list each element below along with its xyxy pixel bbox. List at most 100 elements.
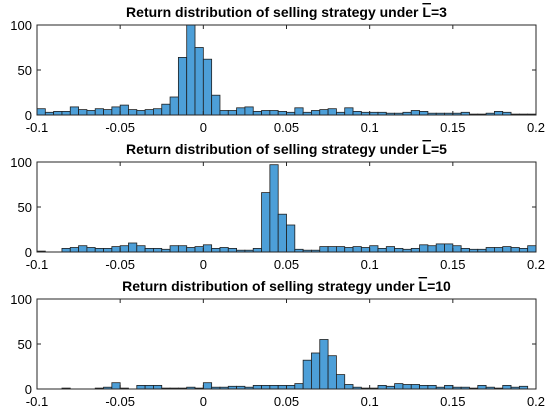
chart-title-text: Return distribution of selling strategy … xyxy=(122,278,418,294)
histogram-bar xyxy=(410,247,420,253)
x-tick-label: 0.2 xyxy=(527,257,545,272)
histogram-bar xyxy=(261,110,271,116)
chart-title-l-bar: L xyxy=(422,4,431,20)
histogram-panel-3: Return distribution of selling strategy … xyxy=(10,278,545,409)
chart-title-suffix: =3 xyxy=(431,4,447,20)
histogram-bar xyxy=(410,384,420,390)
histogram-bar xyxy=(394,383,404,390)
histogram-bar xyxy=(269,110,279,116)
histogram-bar xyxy=(219,110,229,116)
chart-title: Return distribution of selling strategy … xyxy=(122,278,451,294)
histogram-bar xyxy=(502,384,512,390)
x-tick-label: 0.1 xyxy=(361,394,379,409)
y-tick-label: 0 xyxy=(25,382,32,397)
histogram-bar xyxy=(344,247,354,253)
histogram-bar xyxy=(153,247,163,253)
histogram-bar xyxy=(319,246,329,253)
histogram-bar xyxy=(161,103,171,116)
histogram-bar xyxy=(435,243,445,253)
histogram-bar xyxy=(419,384,429,390)
histogram-bar xyxy=(286,384,296,390)
histogram-bar xyxy=(186,24,196,116)
chart-title: Return distribution of selling strategy … xyxy=(126,141,447,157)
histogram-bar xyxy=(194,47,204,116)
histogram-bar xyxy=(194,246,204,253)
y-tick-label: 100 xyxy=(10,292,32,307)
x-tick-label: 0 xyxy=(200,257,207,272)
histogram-bar xyxy=(78,109,88,116)
histogram-bar xyxy=(294,383,304,390)
plot-area xyxy=(36,24,537,116)
histogram-bar xyxy=(319,339,329,390)
y-tick-label: 0 xyxy=(25,108,32,123)
histogram-bar xyxy=(78,245,88,253)
histogram-bar xyxy=(86,110,96,116)
histogram-bar xyxy=(327,355,337,390)
histogram-bar xyxy=(202,244,213,253)
histogram-bar xyxy=(119,245,129,253)
histogram-bar xyxy=(69,247,79,253)
histogram-bar xyxy=(227,110,238,116)
histogram-bar xyxy=(335,374,346,390)
histogram-bar xyxy=(527,245,537,253)
histogram-bar xyxy=(444,243,454,253)
x-tick-label: -0.1 xyxy=(26,394,48,409)
histogram-bar xyxy=(410,110,420,116)
x-tick-label: 0.2 xyxy=(527,394,545,409)
histogram-bar xyxy=(111,246,121,253)
histogram-bar xyxy=(144,247,154,253)
histogram-bar xyxy=(327,246,337,253)
histogram-bar xyxy=(153,384,163,390)
histogram-bar xyxy=(518,247,529,253)
x-tick-label: 0.15 xyxy=(440,257,465,272)
chart-title: Return distribution of selling strategy … xyxy=(126,4,447,20)
y-tick-label: 0 xyxy=(25,245,32,260)
histogram-bar xyxy=(452,245,462,253)
histogram-bar xyxy=(177,57,188,116)
x-tick-label: -0.05 xyxy=(105,394,135,409)
histogram-bar xyxy=(53,111,63,116)
histogram-bar xyxy=(352,246,362,253)
histogram-bar xyxy=(202,58,213,116)
histogram-panel-2: Return distribution of selling strategy … xyxy=(10,141,545,272)
histogram-bar xyxy=(202,382,213,390)
histogram-bar xyxy=(269,384,279,390)
histogram-bar xyxy=(319,109,329,116)
histogram-bar xyxy=(177,245,188,253)
y-tick-label: 50 xyxy=(18,200,32,215)
histogram-bar xyxy=(261,192,271,253)
histogram-bar xyxy=(144,109,154,116)
histogram-bar xyxy=(311,110,321,116)
histogram-bar xyxy=(153,108,163,116)
chart-title-text: Return distribution of selling strategy … xyxy=(126,141,422,157)
histogram-bar xyxy=(444,384,454,390)
histogram-bar xyxy=(352,111,362,116)
y-tick-label: 50 xyxy=(18,337,32,352)
histogram-bar xyxy=(502,246,512,253)
plot-area xyxy=(36,298,537,390)
x-tick-label: 0 xyxy=(200,394,207,409)
x-tick-label: 0.15 xyxy=(440,394,465,409)
histogram-bar xyxy=(494,111,504,116)
histogram-bar xyxy=(510,247,520,253)
histogram-bar xyxy=(269,164,279,253)
histogram-bar xyxy=(286,224,296,253)
x-tick-label: -0.1 xyxy=(26,120,48,135)
histogram-bar xyxy=(61,111,71,116)
x-tick-label: 0.2 xyxy=(527,120,545,135)
x-tick-label: 0.1 xyxy=(361,120,379,135)
histogram-bar xyxy=(369,245,379,253)
x-tick-label: 0.15 xyxy=(440,120,465,135)
histogram-bar xyxy=(261,384,271,390)
histogram-bar xyxy=(377,384,387,390)
x-tick-label: 0 xyxy=(200,120,207,135)
histogram-bar xyxy=(136,384,146,390)
histogram-bar xyxy=(136,110,146,116)
histogram-bar xyxy=(119,104,129,116)
histogram-bar xyxy=(169,245,179,253)
histogram-bar xyxy=(335,246,346,253)
histogram-bar xyxy=(427,384,437,390)
x-tick-label: 0.1 xyxy=(361,257,379,272)
histogram-bar xyxy=(211,247,221,253)
chart-title-suffix: =10 xyxy=(427,278,451,294)
